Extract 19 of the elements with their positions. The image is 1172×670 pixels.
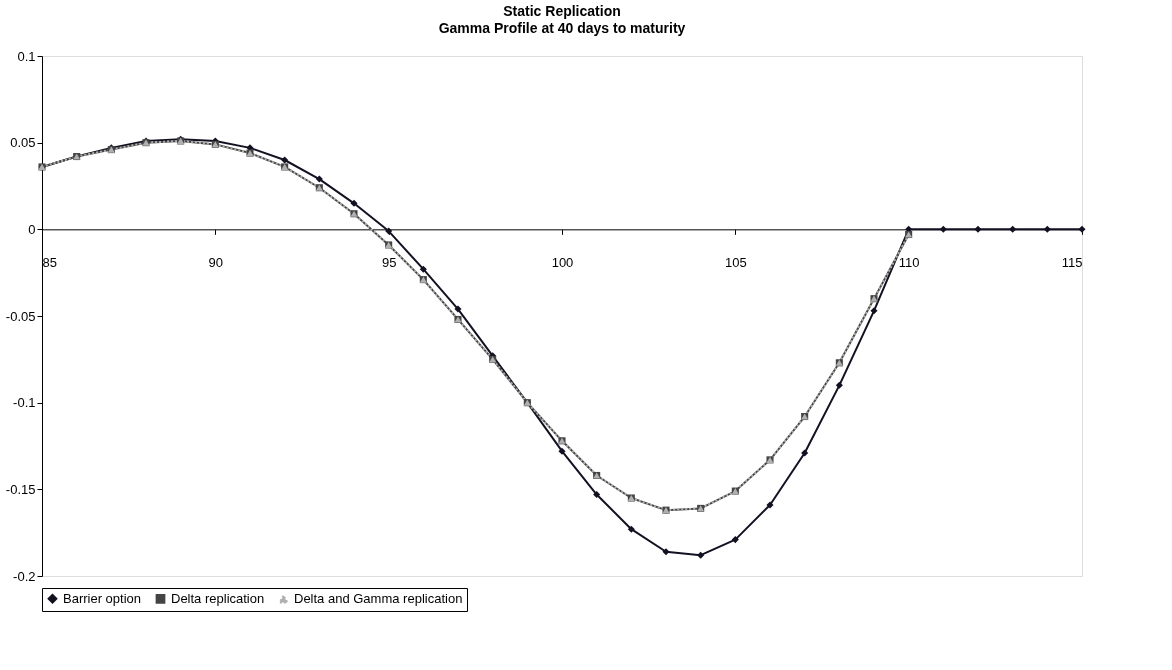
y-tick-label: -0.05 <box>5 308 36 324</box>
x-tick-label: 100 <box>551 254 574 270</box>
chart-title: Static Replication <box>503 3 621 19</box>
y-tick-label: -0.15 <box>5 481 36 497</box>
x-tick-label: 110 <box>898 254 920 270</box>
legend-label: Barrier option <box>63 590 142 606</box>
y-tick-label: -0.2 <box>13 568 36 584</box>
x-tick-label: 95 <box>381 254 397 270</box>
x-tick-label: 90 <box>208 254 224 270</box>
x-tick-label: 105 <box>724 254 747 270</box>
y-tick-label: 0 <box>28 221 36 237</box>
legend-label: Delta and Gamma replication <box>294 591 463 607</box>
y-tick-label: 0.05 <box>10 135 36 151</box>
y-tick-label: 0.1 <box>17 48 36 64</box>
x-tick-label: 85 <box>42 254 57 270</box>
legend-label: Delta replication <box>171 590 265 606</box>
x-tick-label: 115 <box>1061 254 1083 270</box>
y-tick-label: -0.1 <box>13 395 36 411</box>
chart-subtitle: Gamma Profile at 40 days to maturity <box>438 20 686 36</box>
